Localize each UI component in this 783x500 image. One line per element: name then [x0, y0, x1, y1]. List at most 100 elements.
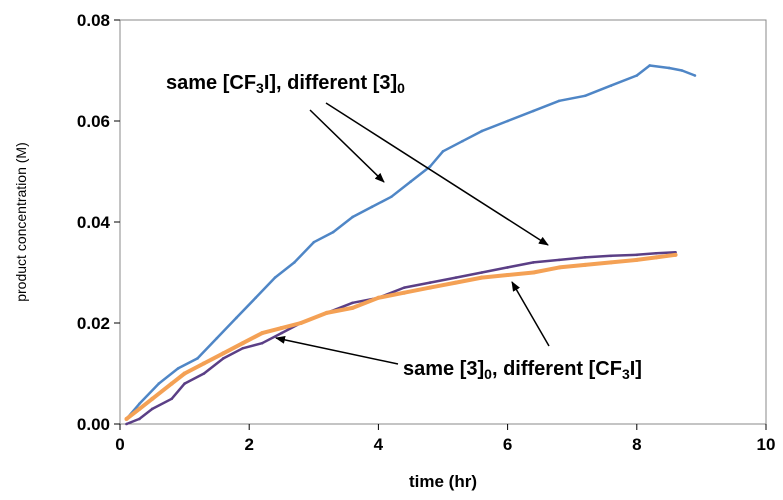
- axes: 0 2 4 6 8 10 0.00 0.02 0.04 0.06 0.08: [77, 11, 776, 454]
- data-point: [183, 382, 186, 385]
- y-tick-label: 0.04: [77, 213, 111, 232]
- y-axis-label: product concentration (M): [13, 142, 29, 302]
- data-point: [279, 326, 284, 331]
- x-axis-label: time (hr): [409, 472, 477, 491]
- data-point: [293, 261, 296, 264]
- data-point: [583, 94, 587, 98]
- data-point: [609, 254, 613, 258]
- data-point: [583, 262, 588, 267]
- data-point: [480, 271, 484, 274]
- data-point: [673, 252, 678, 257]
- data-point: [260, 341, 264, 345]
- data-point: [532, 109, 535, 113]
- x-tick-label: 8: [632, 435, 641, 454]
- data-point: [454, 276, 458, 279]
- annotation-bottom: same [3]0, different [CF3I]: [403, 358, 642, 382]
- data-point: [402, 286, 406, 289]
- data-point: [453, 280, 458, 285]
- data-point: [182, 371, 187, 376]
- data-point: [428, 165, 432, 168]
- annotation-arrow: [275, 335, 399, 365]
- data-point: [351, 215, 354, 219]
- data-point: [222, 357, 225, 360]
- data-point: [557, 99, 561, 103]
- data-point: [532, 261, 535, 264]
- data-point: [531, 270, 536, 275]
- data-point: [298, 321, 303, 325]
- y-tick-label: 0.08: [77, 11, 110, 30]
- data-point: [125, 422, 128, 426]
- data-point: [480, 129, 484, 133]
- y-tick-label: 0.02: [77, 314, 110, 333]
- data-point: [350, 305, 355, 310]
- data-point: [312, 240, 316, 244]
- data-point: [137, 406, 142, 411]
- data-point: [680, 69, 684, 72]
- x-tick-label: 10: [757, 435, 776, 454]
- data-point: [241, 346, 245, 350]
- data-point: [240, 341, 245, 346]
- data-point: [280, 331, 283, 335]
- data-point: [506, 266, 509, 269]
- data-point: [351, 301, 354, 305]
- series-line: [125, 252, 676, 421]
- data-point: [648, 64, 652, 67]
- data-point: [331, 230, 335, 234]
- data-point: [201, 361, 206, 366]
- data-point: [370, 205, 374, 209]
- data-point: [402, 290, 407, 295]
- data-point: [609, 84, 613, 87]
- series-3: [124, 252, 678, 421]
- x-tick-label: 2: [244, 435, 253, 454]
- x-tick-label: 6: [503, 435, 512, 454]
- series-group: [124, 64, 697, 426]
- data-point: [324, 310, 329, 315]
- data-point: [506, 119, 509, 123]
- data-point: [461, 139, 464, 143]
- data-point: [234, 316, 238, 320]
- data-point: [428, 285, 433, 290]
- data-point: [654, 255, 659, 260]
- data-point: [667, 66, 671, 70]
- data-point: [215, 336, 219, 340]
- data-point: [635, 253, 639, 257]
- data-point: [634, 257, 639, 262]
- annotations: same [CF3I], different [3]0 same [3]0, d…: [166, 72, 642, 382]
- annotation-arrow: [309, 109, 385, 183]
- data-point: [693, 74, 697, 77]
- y-tick-label: 0.06: [77, 112, 110, 131]
- data-point: [557, 258, 561, 262]
- series-2: [125, 251, 677, 426]
- data-point: [273, 276, 277, 279]
- data-point: [157, 382, 161, 385]
- series-1: [125, 64, 697, 421]
- data-point: [260, 331, 265, 336]
- data-point: [409, 180, 413, 183]
- data-point: [151, 407, 154, 411]
- data-point: [583, 256, 587, 259]
- data-point: [196, 357, 199, 360]
- annotation-arrow: [511, 281, 550, 347]
- data-point: [138, 417, 141, 421]
- data-point: [170, 397, 173, 401]
- annotation-arrow: [325, 102, 549, 246]
- data-point: [635, 74, 639, 77]
- data-point: [654, 252, 658, 255]
- y-tick-label: 0.00: [77, 415, 110, 434]
- data-point: [505, 273, 510, 278]
- data-point: [138, 402, 141, 406]
- data-point: [202, 372, 206, 375]
- series-line: [126, 251, 676, 426]
- x-tick-label: 4: [374, 435, 384, 454]
- data-point: [221, 351, 226, 356]
- data-point: [254, 296, 257, 300]
- data-point: [169, 381, 174, 386]
- data-point: [428, 281, 432, 284]
- annotation-top: same [CF3I], different [3]0: [166, 72, 405, 96]
- data-point: [479, 275, 484, 280]
- series-line: [125, 64, 696, 420]
- data-point: [441, 150, 445, 153]
- data-point: [150, 396, 155, 401]
